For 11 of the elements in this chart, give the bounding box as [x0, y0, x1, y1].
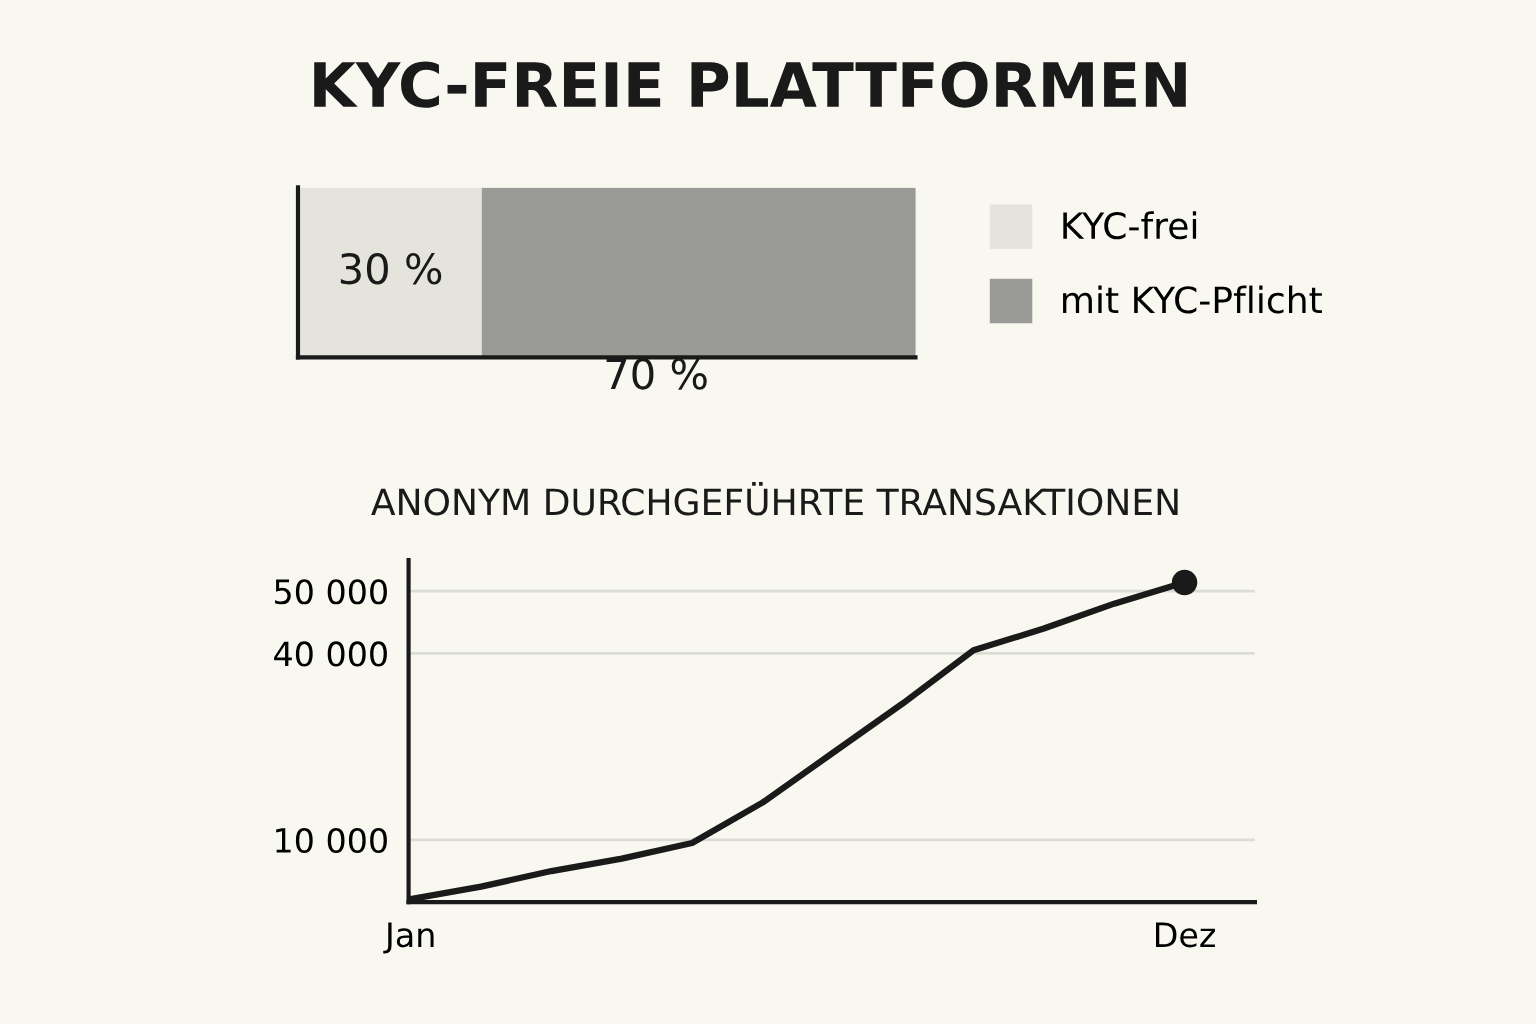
y-tick-label: 40 000: [274, 641, 387, 667]
y-tick-label: 10 000: [276, 827, 387, 854]
legend-label: mit KYC-Pflicht: [1063, 285, 1322, 314]
x-tick-label: Dez: [1155, 922, 1215, 948]
legend-label: KYC-frei: [1063, 211, 1197, 240]
chart-title: ANONYM DURCHGEFÜHRTE TRANSAKTIONEN: [371, 482, 1178, 516]
chart-title: KYC-FREIE PLATTFORMEN: [314, 61, 1186, 108]
data-label: 30 %: [340, 252, 442, 285]
x-tick-label: Jan: [383, 922, 434, 954]
y-tick-label: 50 000: [275, 579, 387, 605]
data-label: 70 %: [606, 358, 707, 390]
